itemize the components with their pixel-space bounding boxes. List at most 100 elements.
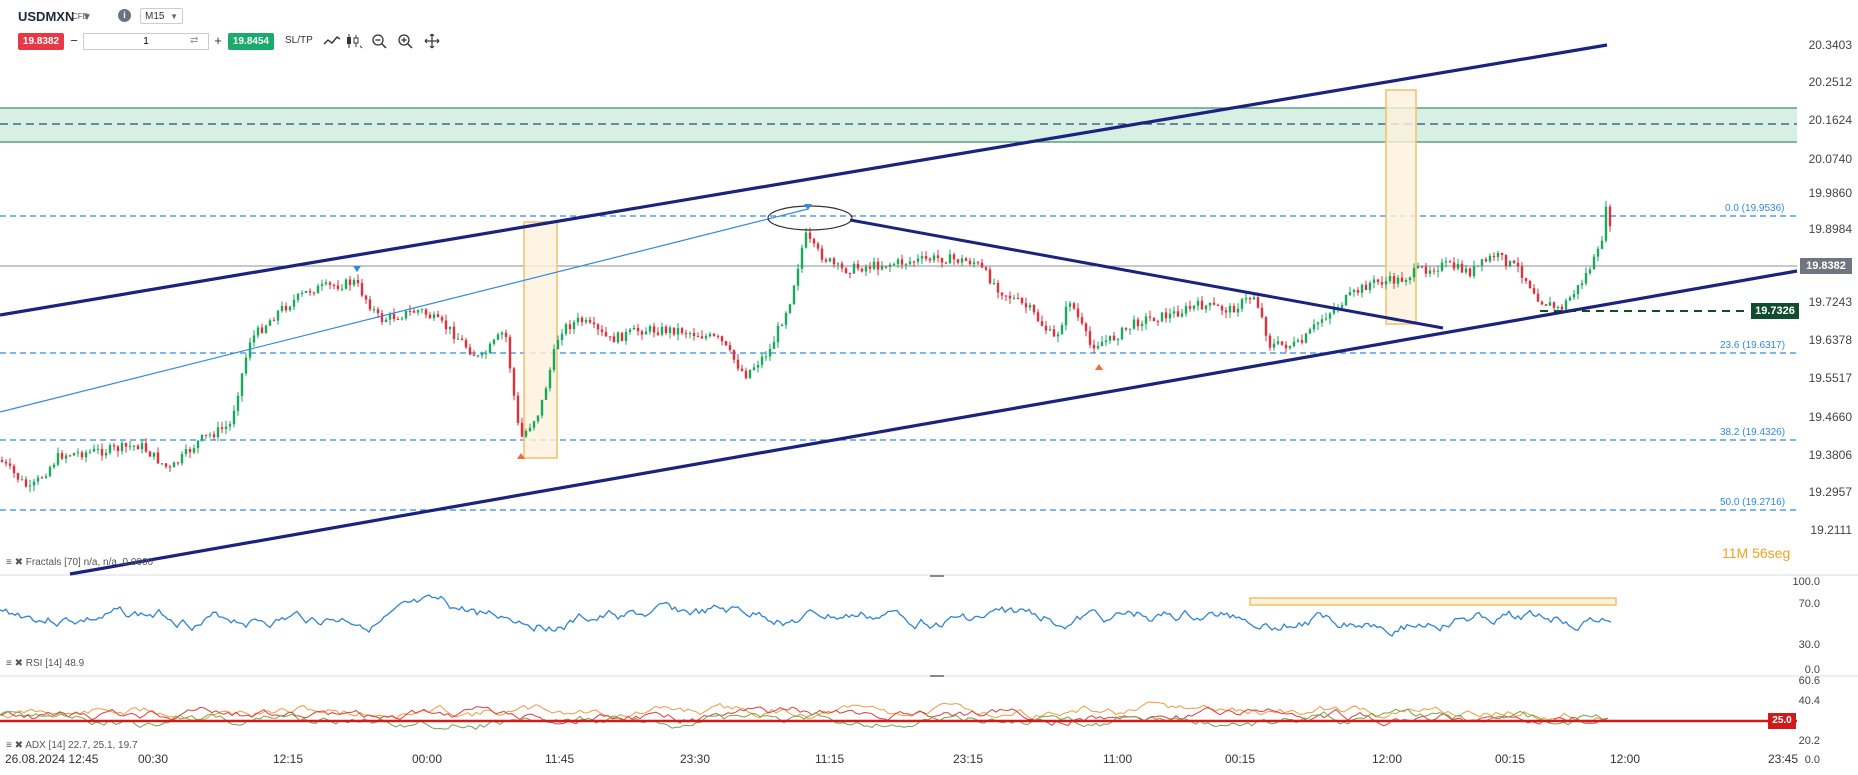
candle-body xyxy=(620,332,624,341)
sltp-button[interactable]: SL/TP xyxy=(285,35,313,46)
candle-body xyxy=(1204,305,1208,310)
crosshair-move-icon[interactable] xyxy=(422,32,442,50)
highlight-box[interactable] xyxy=(1249,597,1617,606)
candle-body xyxy=(216,427,220,438)
candle-body xyxy=(1056,334,1060,337)
candle-body xyxy=(180,454,184,464)
candle-body xyxy=(340,288,344,290)
candle-body xyxy=(404,310,408,319)
candle-body xyxy=(1548,302,1552,306)
peak-ellipse[interactable] xyxy=(767,205,853,231)
resistance-zone[interactable] xyxy=(0,108,1797,142)
symbol-name[interactable]: USDMXN xyxy=(18,9,75,24)
zoom-out-icon[interactable] xyxy=(370,32,390,50)
candle-body xyxy=(468,347,472,355)
price-axis-label: 19.7243 xyxy=(1808,295,1852,309)
candle-body xyxy=(884,266,888,268)
time-axis-label: 12:15 xyxy=(273,752,304,766)
candle-body xyxy=(1580,283,1584,286)
candle-body xyxy=(944,262,948,264)
candle-body xyxy=(1120,327,1124,340)
candle-body xyxy=(284,305,288,311)
candle-body xyxy=(220,427,224,429)
candle-body xyxy=(64,455,68,459)
candle-body xyxy=(320,284,324,286)
trend-channel[interactable] xyxy=(0,43,1798,576)
adx-series xyxy=(0,706,1609,727)
trend-line[interactable] xyxy=(0,208,809,413)
candle-body xyxy=(112,445,116,447)
candle-body xyxy=(384,319,388,322)
candle-body xyxy=(588,319,592,323)
candle-body xyxy=(1172,311,1176,314)
candle-body xyxy=(980,262,984,268)
candle-body xyxy=(1516,262,1520,267)
candle-body xyxy=(124,443,128,447)
adx-level-tag: 25.0 xyxy=(1768,713,1796,729)
candle-body xyxy=(1228,306,1232,313)
buy-button[interactable]: 19.8454 xyxy=(228,33,274,50)
candle-body xyxy=(544,388,548,400)
timeframe-select[interactable]: M15 ▼ xyxy=(140,8,183,24)
candle-body xyxy=(1556,306,1560,308)
candle-body xyxy=(840,263,844,269)
candle-body xyxy=(1372,279,1376,283)
candle-body xyxy=(800,247,804,269)
candle-body xyxy=(436,314,440,318)
sell-button[interactable]: 19.8382 xyxy=(18,33,64,50)
candle-body xyxy=(920,256,924,259)
candle-body xyxy=(824,259,828,262)
candle-body xyxy=(136,445,140,450)
candle-body xyxy=(308,290,312,293)
fractals-indicator-label[interactable]: ≡ ✖ Fractals [70] n/a, n/a, 0.0000 xyxy=(6,557,154,568)
candle-body xyxy=(1596,248,1600,257)
candle-body xyxy=(552,349,556,370)
candle-body xyxy=(412,310,416,313)
rsi-indicator-label[interactable]: ≡ ✖ RSI [14] 48.9 xyxy=(6,658,85,669)
time-axis-label: 11:00 xyxy=(1103,752,1133,766)
settings-icon[interactable]: ≡ ✖ xyxy=(6,557,26,568)
candle-body xyxy=(108,445,112,453)
candle-body xyxy=(368,299,372,310)
adx-indicator-label[interactable]: ≡ ✖ ADX [14] 22.7, 25.1, 19.7 xyxy=(6,740,138,751)
info-icon[interactable]: i xyxy=(118,9,131,22)
price-candles xyxy=(0,200,1612,493)
candle-body xyxy=(60,453,64,459)
candle-body xyxy=(276,310,280,321)
swap-icon[interactable]: ⇄ xyxy=(190,35,199,46)
quantity-increase-button[interactable]: + xyxy=(214,33,222,48)
quantity-decrease-button[interactable]: − xyxy=(70,33,78,48)
candlestick-icon[interactable] xyxy=(344,32,364,50)
settings-icon[interactable]: ≡ ✖ xyxy=(6,740,26,751)
candle-body xyxy=(268,320,272,326)
candle-body xyxy=(156,452,160,464)
highlight-box[interactable] xyxy=(523,221,558,459)
line-chart-icon[interactable] xyxy=(322,32,342,50)
candle-body xyxy=(1300,340,1304,343)
candle-body xyxy=(80,452,84,458)
candle-body xyxy=(568,324,572,330)
candle-body xyxy=(636,327,640,332)
candle-body xyxy=(316,285,320,294)
highlight-box[interactable] xyxy=(1385,89,1417,325)
candle-body xyxy=(1264,317,1268,336)
zoom-in-icon[interactable] xyxy=(396,32,416,50)
symbol-dropdown-icon[interactable]: ▼ xyxy=(82,12,92,23)
settings-icon[interactable]: ≡ ✖ xyxy=(6,658,26,669)
candle-body xyxy=(1052,329,1056,337)
candle-body xyxy=(580,317,584,323)
candle-body xyxy=(548,369,552,389)
candle-body xyxy=(296,293,300,300)
adx-series xyxy=(0,708,1609,730)
candle-body xyxy=(252,335,256,343)
symbol-type: CFD xyxy=(72,12,89,21)
time-axis-label: 11:45 xyxy=(545,752,575,766)
candle-body xyxy=(448,326,452,330)
candle-body xyxy=(688,333,692,335)
candle-body xyxy=(872,261,876,269)
quantity-input[interactable] xyxy=(83,33,209,50)
time-axis-label: 23:30 xyxy=(680,752,711,766)
candle-body xyxy=(280,305,284,311)
candle-body xyxy=(1008,295,1012,299)
